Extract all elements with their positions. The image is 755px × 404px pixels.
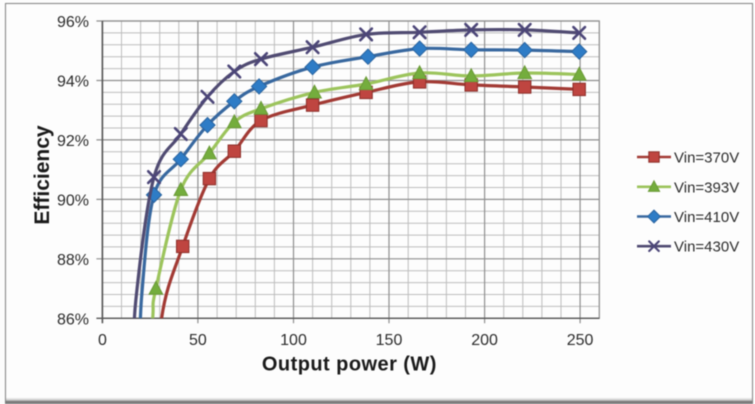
svg-text:150: 150	[376, 332, 403, 349]
svg-text:88%: 88%	[57, 252, 89, 269]
svg-text:Efficiency: Efficiency	[31, 125, 54, 225]
svg-text:Vin=370V: Vin=370V	[674, 150, 739, 167]
svg-text:86%: 86%	[57, 311, 89, 328]
svg-text:200: 200	[471, 332, 498, 349]
svg-text:92%: 92%	[57, 133, 89, 150]
svg-text:Vin=410V: Vin=410V	[674, 209, 739, 226]
svg-text:Vin=393V: Vin=393V	[674, 179, 739, 196]
svg-text:90%: 90%	[57, 192, 89, 209]
svg-text:100: 100	[280, 332, 307, 349]
svg-text:50: 50	[189, 332, 207, 349]
svg-text:0: 0	[98, 332, 107, 349]
svg-text:96%: 96%	[57, 14, 89, 31]
svg-text:250: 250	[567, 332, 594, 349]
svg-text:Vin=430V: Vin=430V	[674, 239, 739, 256]
svg-text:Output power (W): Output power (W)	[262, 354, 437, 376]
svg-text:94%: 94%	[57, 74, 89, 91]
